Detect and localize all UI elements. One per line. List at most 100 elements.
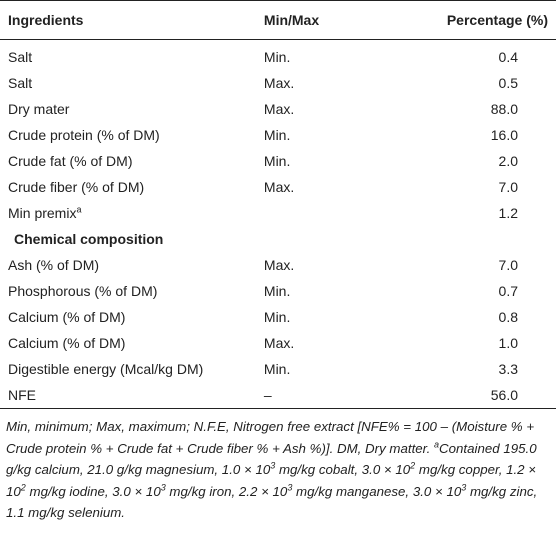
- ingredient-cell: Salt: [0, 70, 264, 96]
- table-row: Min premixa 1.2: [0, 200, 556, 226]
- minmax-cell: Min.: [264, 148, 404, 174]
- footnote-text: Min, minimum; Max, maximum; N.F.E, Nitro…: [6, 419, 535, 456]
- table-row: Calcium (% of DM) Max. 1.0: [0, 330, 556, 356]
- percentage: 1.0: [498, 335, 518, 351]
- percentage: 16.0: [490, 127, 518, 143]
- footnote-superscript: 3: [461, 482, 467, 493]
- footnote-text: mg/kg iron, 2.2 × 10: [165, 483, 288, 499]
- ingredient-cell: Calcium (% of DM): [0, 304, 264, 330]
- ingredient-cell: Min premixa: [0, 200, 264, 226]
- table-row: Phosphorous (% of DM) Min. 0.7: [0, 278, 556, 304]
- table-row: NFE – 56.0: [0, 382, 556, 409]
- footnote-superscript: 3: [287, 482, 293, 493]
- footnote-superscript: 3: [160, 482, 166, 493]
- ingredient: Digestible energy (Mcal/kg DM): [8, 361, 204, 377]
- percentage: 0.8: [498, 309, 518, 325]
- footnote-superscript: 2: [20, 482, 26, 493]
- ingredient: Salt: [8, 49, 33, 65]
- percentage: 88.0: [490, 101, 518, 117]
- ingredient-cell: Phosphorous (% of DM): [0, 278, 264, 304]
- table-row: Salt Min. 0.4: [0, 40, 556, 71]
- ingredient-cell: Digestible energy (Mcal/kg DM): [0, 356, 264, 382]
- minmax: Min.: [263, 127, 291, 143]
- percentage: 3.3: [498, 361, 518, 377]
- ingredient-cell: Ash (% of DM): [0, 252, 264, 278]
- ingredient: Crude fiber (% of DM): [8, 179, 145, 195]
- table-row: Crude protein (% of DM) Min. 16.0: [0, 122, 556, 148]
- footnote: Min, minimum; Max, maximum; N.F.E, Nitro…: [0, 409, 556, 524]
- ingredient: Ash (% of DM): [8, 257, 100, 273]
- minmax-cell: Min.: [264, 122, 404, 148]
- minmax: Min.: [263, 361, 291, 377]
- minmax-cell: Min.: [264, 40, 404, 71]
- section-label: Chemical composition: [14, 231, 164, 247]
- footnote-superscript: 2: [410, 460, 416, 471]
- ingredient: Calcium (% of DM): [8, 309, 126, 325]
- note-marker: a: [76, 204, 82, 215]
- ingredient-cell: Crude fat (% of DM): [0, 148, 264, 174]
- minmax-cell: Max.: [264, 96, 404, 122]
- percentage: 1.2: [498, 205, 518, 221]
- table-body: Salt Min. 0.4 Salt Max. 0.5 Dry mater Max. 88.0 C…: [0, 40, 556, 409]
- ingredient-cell: Dry mater: [0, 96, 264, 122]
- table-row: Chemical composition: [0, 226, 556, 252]
- table-row: Digestible energy (Mcal/kg DM) Min. 3.3: [0, 356, 556, 382]
- header-cell: Min/Max: [263, 0, 404, 40]
- minmax-cell: Max.: [264, 174, 404, 200]
- footnote-text: mg/kg zinc, 1.1 mg/kg selenium.: [6, 483, 538, 521]
- table-row: Calcium (% of DM) Min. 0.8: [0, 304, 556, 330]
- ingredient-cell: Salt: [0, 40, 264, 71]
- minmax-cell: Min.: [264, 356, 404, 382]
- minmax-cell: Max.: [264, 330, 404, 356]
- minmax: Max.: [263, 257, 295, 273]
- minmax-cell: –: [263, 382, 404, 409]
- minmax-cell: Max.: [264, 252, 404, 278]
- ingredient-cell: NFE: [0, 382, 264, 409]
- footnote-superscript: 3: [270, 460, 276, 471]
- percentage: 7.0: [498, 179, 518, 195]
- footnote-superscript: a: [434, 439, 440, 450]
- data-table: Ingredients Min/Max Percentage (%) Salt M…: [0, 0, 556, 409]
- minmax-cell: [264, 200, 404, 226]
- footnote-text: mg/kg cobalt, 3.0 × 10: [275, 462, 411, 477]
- percentage: 2.0: [498, 153, 518, 169]
- minmax: Max.: [263, 179, 295, 195]
- minmax: Min.: [263, 153, 291, 169]
- percentage: 0.4: [498, 49, 518, 65]
- ingredient: NFE: [8, 387, 36, 403]
- ingredient: Calcium (% of DM): [8, 335, 126, 351]
- footnote-text: mg/kg manganese, 3.0 × 10: [292, 483, 462, 499]
- table-row: Dry mater Max. 88.0: [0, 96, 556, 122]
- footnote-text: mg/kg iodine, 3.0 × 10: [25, 483, 161, 499]
- percentage: 56.0: [403, 382, 556, 409]
- footnote-text: mg/kg copper, 1.2 × 10: [6, 462, 537, 499]
- percentage: 0.5: [498, 75, 518, 91]
- minmax-cell: Max.: [264, 70, 404, 96]
- footnote-text: Contained 195.0 g/kg calcium, 21.0 g/kg …: [6, 440, 537, 478]
- minmax-cell: Min.: [264, 278, 404, 304]
- minmax: Max.: [263, 335, 295, 351]
- minmax: Max.: [263, 75, 295, 91]
- percentage: 7.0: [498, 257, 518, 273]
- minmax-cell: Min.: [264, 304, 404, 330]
- header-cell: Ingredients: [0, 0, 264, 40]
- table-row: Crude fiber (% of DM) Max. 7.0: [0, 174, 556, 200]
- ingredient: Salt: [8, 75, 33, 91]
- table-row: Salt Max. 0.5: [0, 70, 556, 96]
- ingredient: Crude fat (% of DM): [8, 153, 133, 169]
- ingredient-cell: Calcium (% of DM): [0, 330, 264, 356]
- minmax: Min.: [263, 49, 291, 65]
- minmax: Min.: [263, 309, 291, 325]
- table-row: Ash (% of DM) Max. 7.0: [0, 252, 556, 278]
- ingredient: Min premix: [8, 205, 77, 221]
- minmax: Max.: [263, 101, 295, 117]
- percentage: 0.7: [498, 283, 518, 299]
- ingredient-cell: Crude protein (% of DM): [0, 122, 264, 148]
- minmax: Min.: [263, 283, 291, 299]
- ingredient: Phosphorous (% of DM): [8, 283, 158, 299]
- ingredient: Crude protein (% of DM): [8, 127, 160, 143]
- header-row: Ingredients Min/Max Percentage (%): [0, 0, 556, 40]
- ingredient-cell: Crude fiber (% of DM): [0, 174, 264, 200]
- ingredient: Dry mater: [8, 101, 70, 117]
